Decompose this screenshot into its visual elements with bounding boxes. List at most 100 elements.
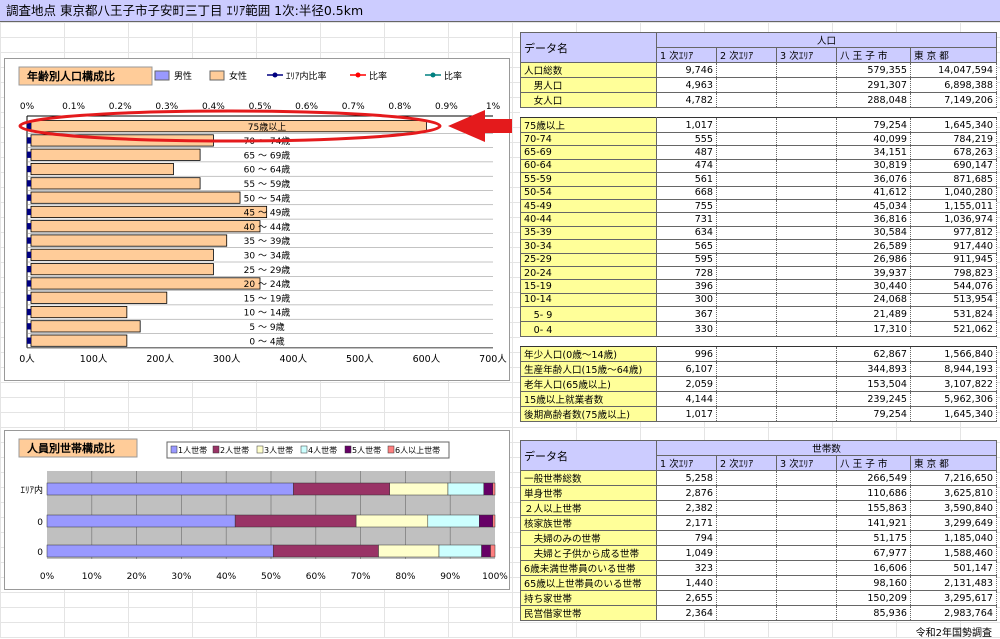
x-tick-label: 40%	[216, 572, 236, 582]
bottom-tick-label: 100人	[80, 354, 108, 365]
stacked-segment	[483, 482, 494, 496]
value-city: 150,209	[836, 590, 911, 606]
value-area3	[776, 515, 837, 531]
value-city: 51,175	[836, 530, 911, 546]
value-area1: 300	[656, 292, 717, 308]
stacked-segment	[481, 544, 491, 558]
column-header: 3 次ｴﾘｱ	[776, 47, 837, 63]
row-label: 50-54	[520, 185, 657, 200]
household-chart-panel[interactable]: 人員別世帯構成比 1人世帯 2人世帯 3人世帯 4人世帯 5人世帯 6人以上世帯 ｴﾘｱ内 0 0…	[4, 430, 510, 590]
value-tokyo: 977,812	[909, 225, 998, 241]
value-area2	[716, 560, 777, 576]
category-label: 20 ～ 24歳	[244, 278, 291, 290]
row-label: 20-24	[520, 265, 657, 281]
legend-swatch	[300, 445, 308, 454]
value-tokyo: 2,983,764	[910, 605, 997, 621]
category-label: 65 ～ 69歳	[244, 149, 291, 161]
bar-female	[30, 320, 141, 333]
value-area2	[716, 62, 777, 78]
stacked-segment	[427, 514, 480, 528]
chart-title-box	[18, 438, 138, 458]
table-row: 人口総数 9,746 579,355 14,047,594	[520, 62, 998, 78]
value-area1: 2,059	[656, 376, 717, 393]
stacked-segment	[234, 514, 357, 528]
bottom-tick-label: 0人	[19, 354, 35, 365]
legend-label: 比率	[369, 70, 387, 82]
value-area3	[776, 605, 837, 621]
stacked-segment	[272, 544, 379, 558]
value-area1: 794	[656, 530, 717, 546]
value-city: 30,440	[836, 279, 911, 294]
row-label: 40-44	[520, 212, 657, 227]
table-row: 男人口 4,963 291,307 6,898,388	[520, 77, 998, 93]
value-area3	[776, 77, 837, 93]
value-area1: 2,876	[656, 485, 717, 501]
legend-marker	[355, 72, 361, 78]
value-tokyo: 14,047,594	[909, 62, 998, 78]
legend-swatch	[170, 445, 178, 454]
bar-female	[30, 248, 214, 261]
value-tokyo: 1,645,340	[909, 117, 998, 133]
table-row: 55-59 561 36,076 871,685	[520, 172, 998, 187]
value-area1: 2,364	[656, 605, 717, 621]
value-city: 41,612	[836, 185, 911, 200]
row-label: 夫婦のみの世帯	[520, 530, 657, 546]
x-tick-label: 80%	[395, 572, 415, 582]
value-area3	[776, 530, 837, 546]
value-city: 30,584	[836, 225, 911, 241]
value-city: 266,549	[836, 470, 911, 486]
row-label: 老年人口(65歳以上)	[520, 376, 657, 393]
legend-label: 4人世帯	[308, 445, 337, 455]
column-header: 東 京 都	[910, 455, 997, 471]
bar-female	[30, 205, 268, 219]
value-area1: 487	[656, 145, 717, 160]
value-tokyo: 5,962,306	[909, 391, 998, 408]
legend-label: 1人世帯	[178, 445, 207, 455]
bar-female	[30, 148, 201, 161]
value-area3	[776, 212, 837, 227]
value-area1: 396	[656, 279, 717, 294]
row-label: 男人口	[520, 77, 657, 93]
category-label: 75歳以上	[248, 121, 286, 133]
category-label: 60 ～ 64歳	[244, 164, 291, 176]
value-area3	[776, 62, 837, 78]
value-tokyo: 7,149,206	[909, 92, 998, 108]
x-tick-label: 100%	[482, 572, 508, 582]
value-area1: 2,382	[656, 500, 717, 516]
value-area3	[776, 485, 837, 501]
spacer-row	[521, 108, 997, 118]
row-label: 持ち家世帯	[520, 590, 657, 606]
category-label: 50 ～ 54歳	[244, 192, 291, 204]
data-name-header: データ名	[520, 440, 657, 471]
category-label: 5 ～ 9歳	[249, 321, 284, 333]
value-area3	[776, 252, 837, 267]
table-row: 35-39 634 30,584 977,812	[520, 225, 998, 241]
row-label: 15-19	[520, 279, 657, 294]
value-tokyo: 3,590,840	[910, 500, 997, 516]
table-row: 単身世帯 2,876 110,686 3,625,810	[520, 485, 997, 501]
value-area3	[776, 321, 837, 338]
table-row: 後期高齢者数(75歳以上) 1,017 79,254 1,645,340	[520, 406, 998, 423]
table-row: 生産年齢人口(15歳～64歳) 6,107 344,893 8,944,193	[520, 361, 998, 378]
column-header: 3 次ｴﾘｱ	[776, 455, 837, 471]
population-chart-panel[interactable]: 年齢別人口構成比 男性 女性 ｴﾘｱ内比率 比率 比率 0% 0.1% 0.2% 0.3% 0.4%…	[4, 58, 510, 381]
value-area2	[716, 158, 777, 174]
category-label: 25 ～ 29歳	[244, 264, 291, 276]
group-header: 人口	[655, 32, 998, 48]
value-area3	[776, 346, 837, 363]
x-tick-label: 90%	[440, 572, 460, 582]
value-area1: 595	[656, 252, 717, 267]
stacked-segment	[46, 514, 236, 528]
value-tokyo: 3,295,617	[910, 590, 997, 606]
value-tokyo: 1,155,011	[909, 198, 998, 214]
category-label: 0 ～ 4歳	[249, 335, 284, 347]
value-city: 85,936	[836, 605, 911, 621]
table-row: 5- 9 367 21,489 531,824	[520, 306, 998, 323]
row-label: 0- 4	[520, 321, 657, 338]
legend-label: 比率	[444, 70, 462, 82]
value-tokyo: 544,076	[909, 279, 998, 294]
table-row: 65-69 487 34,151 678,263	[520, 145, 998, 160]
row-label: 70-74	[520, 131, 657, 147]
value-area2	[716, 575, 777, 591]
value-area2	[716, 346, 777, 363]
